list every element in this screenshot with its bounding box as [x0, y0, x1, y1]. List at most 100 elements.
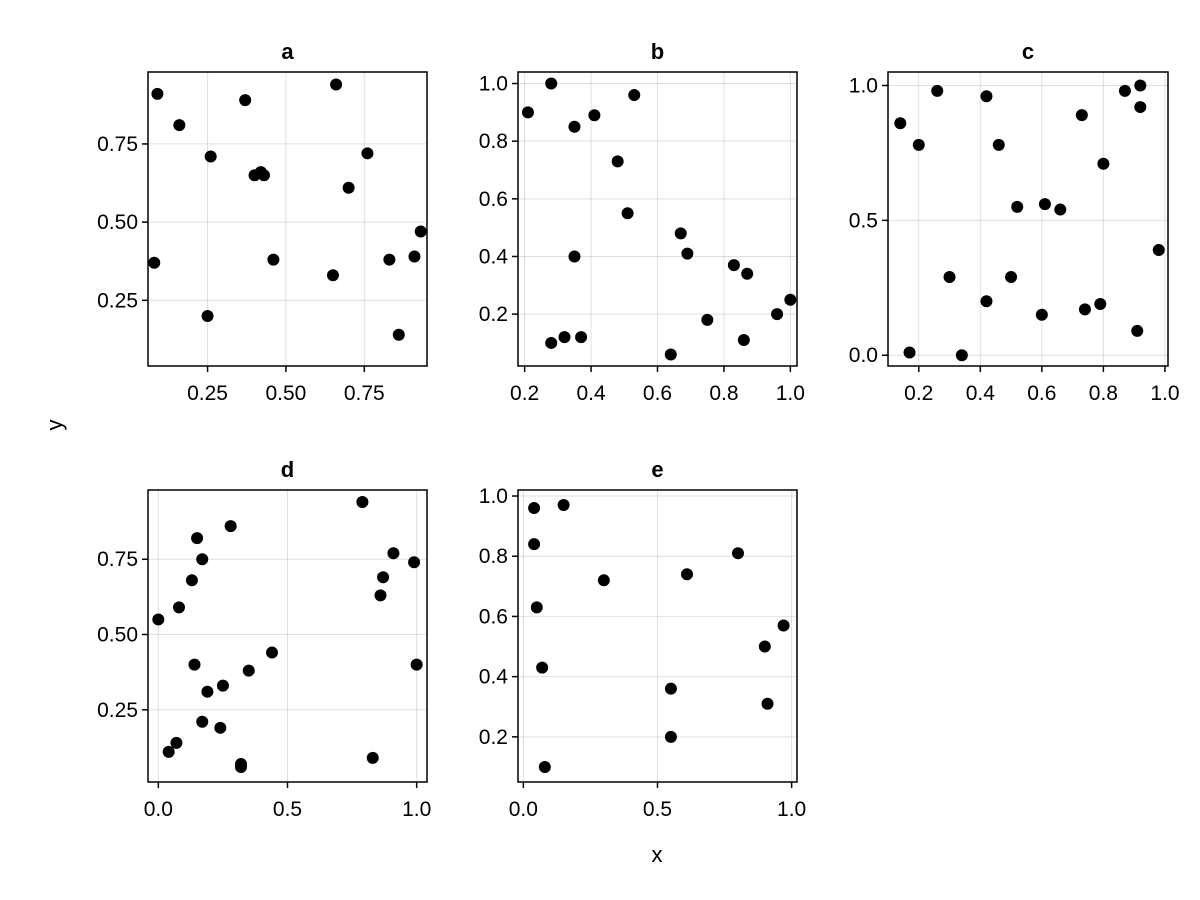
data-point: [530, 601, 543, 614]
data-point: [392, 328, 405, 341]
y-tick-label: 0.50: [97, 211, 138, 234]
data-point: [196, 553, 209, 566]
y-tick-label: 0.8: [479, 130, 508, 153]
data-point: [903, 346, 916, 359]
y-tick-label: 0.2: [479, 726, 508, 749]
data-point: [931, 84, 944, 97]
data-point: [575, 331, 588, 344]
data-point: [173, 119, 186, 132]
data-point: [681, 568, 694, 581]
data-point: [1134, 101, 1147, 114]
data-point: [727, 259, 740, 272]
x-tick-label: 1.0: [776, 382, 805, 405]
panel-title: a: [281, 39, 294, 64]
data-point: [185, 574, 198, 587]
y-tick-label: 0.50: [97, 623, 138, 646]
data-point: [342, 181, 355, 194]
data-point: [557, 499, 570, 512]
data-point: [148, 256, 161, 269]
y-tick-label: 0.6: [479, 188, 508, 211]
data-point: [761, 697, 774, 710]
panel-c: 0.2 0.4 0.6 0.8 1.0 0.0 0.5 1.0 c: [849, 39, 1180, 405]
y-tick-label: 0.4: [479, 666, 509, 689]
data-point: [621, 207, 634, 220]
x-tick-label: 0.0: [144, 798, 173, 821]
data-point: [201, 685, 214, 698]
y-tick-label: 0.4: [479, 245, 509, 268]
data-point: [152, 613, 165, 626]
x-tick-label: 0.5: [643, 798, 672, 821]
data-point: [664, 348, 677, 361]
data-point: [410, 658, 423, 671]
data-point: [204, 150, 217, 163]
data-point: [1152, 244, 1165, 257]
data-point: [545, 77, 558, 90]
panel-title: e: [651, 457, 663, 482]
y-tick-label: 1.0: [479, 73, 508, 96]
y-tick-label: 0.25: [97, 289, 138, 312]
data-point: [214, 721, 227, 734]
data-point: [980, 295, 993, 308]
data-point: [536, 661, 549, 674]
data-point: [521, 106, 534, 119]
data-point: [664, 730, 677, 743]
data-point: [1038, 198, 1051, 211]
y-tick-label: 0.75: [97, 133, 138, 156]
data-point: [1054, 203, 1067, 216]
data-point: [545, 336, 558, 349]
data-point: [1134, 79, 1147, 92]
data-point: [408, 556, 421, 569]
data-point: [173, 601, 185, 614]
data-point: [771, 308, 784, 321]
plot-frame: [147, 71, 428, 367]
data-point: [943, 270, 956, 283]
data-point: [326, 269, 339, 282]
y-tick-label: 0.25: [97, 699, 138, 722]
y-tick-label: 0.75: [97, 548, 138, 571]
data-point: [681, 247, 694, 260]
data-point: [162, 745, 175, 758]
x-tick-label: 1.0: [402, 798, 431, 821]
data-point: [758, 640, 771, 653]
data-point: [170, 736, 183, 749]
panel-title: d: [281, 457, 294, 482]
data-point: [568, 250, 581, 263]
data-point: [701, 313, 714, 326]
data-point: [151, 87, 164, 100]
data-point: [377, 571, 390, 584]
x-tick-label: 0.25: [187, 382, 228, 405]
x-tick-label: 0.4: [966, 382, 996, 405]
data-point: [784, 293, 797, 306]
x-tick-label: 0.75: [344, 382, 385, 405]
x-tick-label: 1.0: [777, 798, 806, 821]
data-point: [955, 349, 968, 362]
data-point: [1094, 297, 1107, 310]
data-point: [188, 658, 201, 671]
data-point: [257, 169, 270, 182]
data-point: [242, 664, 255, 677]
y-tick-label: 0.2: [479, 303, 508, 326]
data-point: [330, 78, 343, 91]
data-point: [1078, 303, 1091, 316]
x-tick-label: 0.5: [273, 798, 302, 821]
panel-a: 0.25 0.50 0.75 0.25 0.50 0.75 a: [97, 39, 428, 405]
data-point: [980, 90, 993, 103]
y-axis-label: y: [42, 420, 67, 431]
data-point: [1131, 324, 1144, 337]
data-point: [528, 502, 541, 515]
x-tick-label: 0.8: [1089, 382, 1118, 405]
data-point: [558, 331, 571, 344]
data-point: [664, 682, 677, 695]
data-point: [1097, 157, 1110, 170]
data-point: [1011, 200, 1024, 213]
data-point: [597, 574, 610, 587]
y-tick-label: 0.0: [849, 344, 878, 367]
y-tick-label: 1.0: [479, 485, 508, 508]
data-point: [224, 520, 237, 533]
x-tick-label: 0.4: [576, 382, 606, 405]
x-tick-label: 0.2: [904, 382, 933, 405]
data-point: [628, 89, 641, 102]
x-axis-label: x: [652, 842, 663, 867]
data-point: [267, 253, 280, 266]
data-point: [912, 138, 925, 151]
